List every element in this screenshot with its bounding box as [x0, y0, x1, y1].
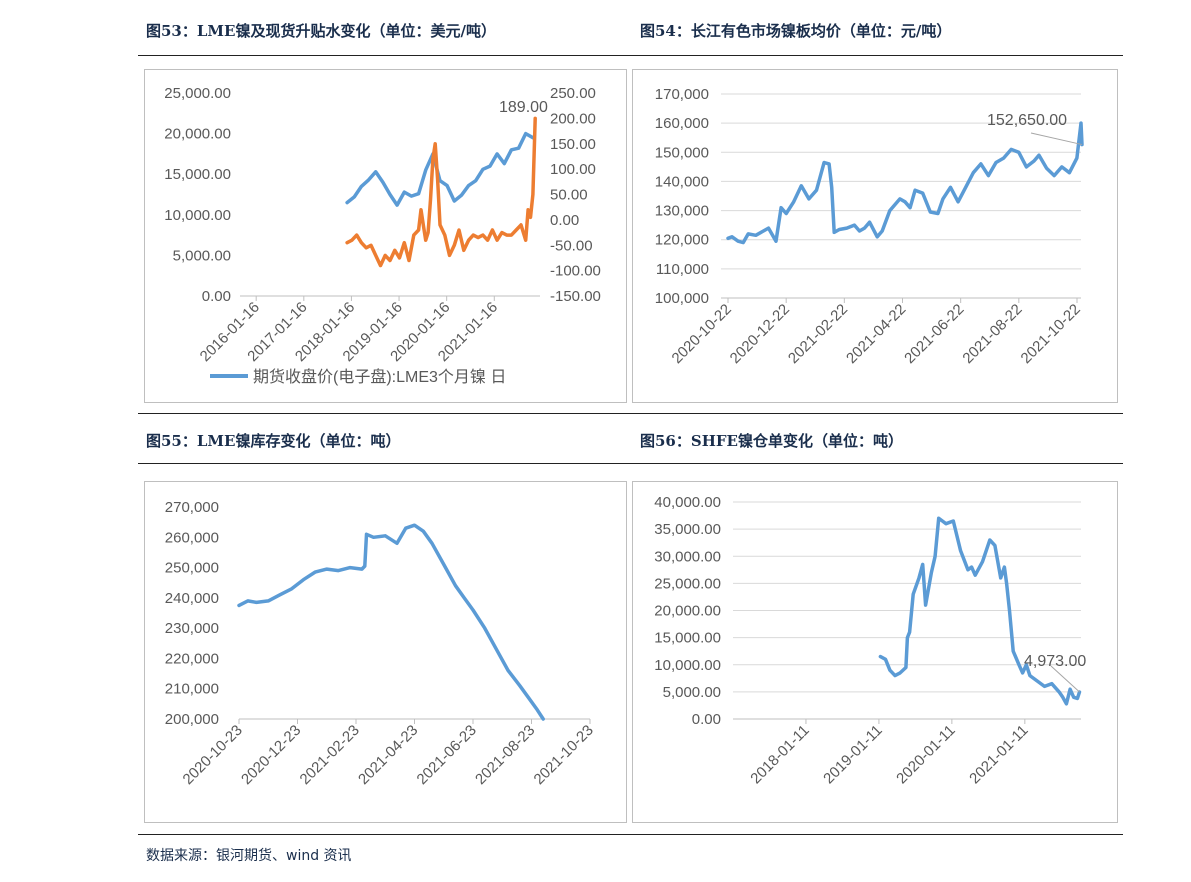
chart-53-left-axis-tick-label-1: 5,000.00: [173, 247, 231, 264]
chart-56-title: 图56：SHFE镍仓单变化（单位：吨）: [640, 432, 903, 450]
chart-55-series-inventory-line: [237, 523, 545, 721]
chart-56-y-axis-tick-label-6: 30,000.00: [654, 548, 721, 565]
chart-53-legend-label: 期货收盘价(电子盘):LME3个月镍 日: [253, 367, 506, 386]
chart-56-annotation-leader: [1050, 665, 1080, 693]
chart-55-x-axis-tick-label-1: 2020-12-23: [238, 722, 304, 788]
chart-53-right-axis-tick-label-6: 150.00: [550, 136, 596, 153]
chart-53-left-axis-tick-label-5: 25,000.00: [164, 85, 231, 102]
chart-53-left-axis-tick-label-2: 10,000.00: [164, 207, 231, 224]
chart-53-right-axis-tick-label-5: 100.00: [550, 161, 596, 178]
chart-54-y-axis-tick-label-0: 100,000: [655, 290, 709, 307]
chart-53-left-axis-tick-label-0: 0.00: [202, 288, 231, 305]
chart-55-y-axis-tick-label-1: 210,000: [165, 681, 219, 698]
chart-55-y-axis-tick-label-7: 270,000: [165, 499, 219, 516]
chart-55-panel: 200,000 210,000 220,000 230,000 240,000 250,0…: [144, 481, 627, 823]
chart-53-left-axis-tick-label-3: 15,000.00: [164, 166, 231, 183]
chart-54-plot: 100,000 110,000 120,000 130,000 140,000 150,0…: [655, 86, 1084, 367]
chart-54-x-axis-tick-label-5: 2021-08-22: [959, 301, 1025, 367]
chart-53-left-axis-tick-label-4: 20,000.00: [164, 126, 231, 143]
chart-54-title: 图54：长江有色市场镍板均价（单位：元/吨）: [640, 22, 952, 40]
chart-54-y-axis-tick-label-2: 120,000: [655, 232, 709, 249]
chart-55-title: 图55：LME镍库存变化（单位：吨）: [146, 432, 401, 450]
chart-54-y-axis-tick-label-1: 110,000: [656, 261, 709, 278]
chart-56-x-axis-tick-label-1: 2019-01-11: [820, 722, 885, 787]
chart-53-title: 图53：LME镍及现货升贴水变化（单位：美元/吨）: [146, 22, 496, 40]
chart-54-x-axis-tick-label-0: 2020-10-22: [669, 301, 735, 367]
chart-54-x-axis-tick-label-6: 2021-10-22: [1018, 301, 1084, 367]
chart-56-plot: 0.00 5,000.00 10,000.00 15,000.00 20,000.00 2…: [654, 494, 1086, 787]
chart-53-right-axis-tick-label-8: 250.00: [550, 85, 596, 102]
chart-53-series-spread-line: [345, 116, 537, 268]
chart-56-y-axis-tick-label-0: 0.00: [692, 711, 721, 728]
chart-55-y-axis-tick-label-5: 250,000: [165, 560, 219, 577]
chart-56-x-axis-tick-label-0: 2018-01-11: [747, 722, 812, 787]
chart-54-y-axis-tick-label-7: 170,000: [655, 86, 709, 103]
middle-rule-bottom: [138, 463, 1123, 464]
chart-54-annotation-label: 152,650.00: [987, 112, 1067, 129]
chart-55-plot: 200,000 210,000 220,000 230,000 240,000 250,0…: [165, 499, 597, 788]
data-source-note: 数据来源：银河期货、wind 资讯: [146, 848, 352, 864]
chart-56-y-axis-tick-label-5: 25,000.00: [654, 575, 721, 592]
chart-55-y-axis-tick-label-3: 230,000: [165, 620, 219, 637]
chart-53-right-axis-tick-label-2: -50.00: [550, 237, 593, 254]
chart-55-x-axis-tick-label-3: 2021-04-23: [355, 722, 421, 788]
chart-56-annotation-label: 4,973.00: [1024, 653, 1086, 670]
chart-54-x-axis-tick-label-1: 2020-12-22: [727, 301, 793, 367]
chart-54-x-axis-tick-label-4: 2021-06-22: [901, 301, 967, 367]
chart-55-x-axis-tick-label-5: 2021-08-23: [472, 722, 538, 788]
chart-55-x-axis-tick-label-0: 2020-10-23: [180, 722, 246, 788]
chart-54-annotation-leader: [1030, 132, 1083, 146]
chart-54-panel: 100,000 110,000 120,000 130,000 140,000 150,0…: [632, 69, 1118, 403]
chart-56-series-warrant-line: [878, 516, 1082, 706]
chart-54-x-axis-tick-label-2: 2021-02-22: [785, 301, 851, 367]
chart-53-right-axis-tick-label-1: -100.00: [550, 263, 601, 280]
chart-53-series-lme-price-line: [345, 131, 535, 207]
chart-56-x-axis-tick-label-2: 2020-01-11: [893, 722, 958, 787]
chart-54-y-axis-tick-label-5: 150,000: [655, 144, 709, 161]
chart-53-panel: 0.00 5,000.00 10,000.00 15,000.00 20,000.00 2…: [144, 69, 627, 403]
chart-55-y-axis-tick-label-2: 220,000: [165, 650, 219, 667]
chart-54-y-axis-tick-label-6: 160,000: [655, 115, 709, 132]
chart-53-right-axis-tick-label-3: 0.00: [550, 212, 579, 229]
chart-54-x-axis-tick-label-3: 2021-04-22: [843, 301, 909, 367]
chart-53-right-axis-tick-label-4: 50.00: [550, 187, 588, 204]
chart-54-series-price-line: [726, 121, 1084, 245]
chart-55-y-axis-tick-label-0: 200,000: [165, 711, 219, 728]
chart-56-y-axis-tick-label-7: 35,000.00: [654, 521, 721, 538]
chart-54-y-axis-tick-label-3: 130,000: [655, 203, 709, 220]
chart-55-y-axis-tick-label-4: 240,000: [165, 590, 219, 607]
chart-56-y-axis-tick-label-3: 15,000.00: [654, 630, 721, 647]
chart-55-x-axis-tick-label-6: 2021-10-23: [531, 722, 597, 788]
chart-53-right-axis-tick-label-7: 200.00: [550, 110, 596, 127]
top-rule: [138, 55, 1123, 56]
chart-55-y-axis-tick-label-6: 260,000: [165, 529, 219, 546]
middle-rule-top: [138, 413, 1123, 414]
chart-55-x-axis-tick-label-2: 2021-02-23: [297, 722, 363, 788]
chart-56-panel: 0.00 5,000.00 10,000.00 15,000.00 20,000.00 2…: [632, 481, 1118, 823]
chart-53-right-axis-tick-label-0: -150.00: [550, 288, 601, 305]
chart-56-y-axis-tick-label-2: 10,000.00: [654, 657, 721, 674]
chart-55-x-axis-tick-label-4: 2021-06-23: [414, 722, 480, 788]
chart-54-y-axis-tick-label-4: 140,000: [655, 173, 709, 190]
chart-56-y-axis-tick-label-1: 5,000.00: [663, 684, 721, 701]
chart-53-plot: 0.00 5,000.00 10,000.00 15,000.00 20,000.00 2…: [164, 85, 601, 386]
chart-56-y-axis-tick-label-4: 20,000.00: [654, 603, 721, 620]
chart-56-x-axis-tick-label-3: 2021-01-11: [966, 722, 1031, 787]
chart-56-y-axis-tick-label-8: 40,000.00: [654, 494, 721, 511]
chart-53-annotation-label: 189.00: [499, 99, 548, 116]
bottom-rule: [138, 834, 1123, 835]
